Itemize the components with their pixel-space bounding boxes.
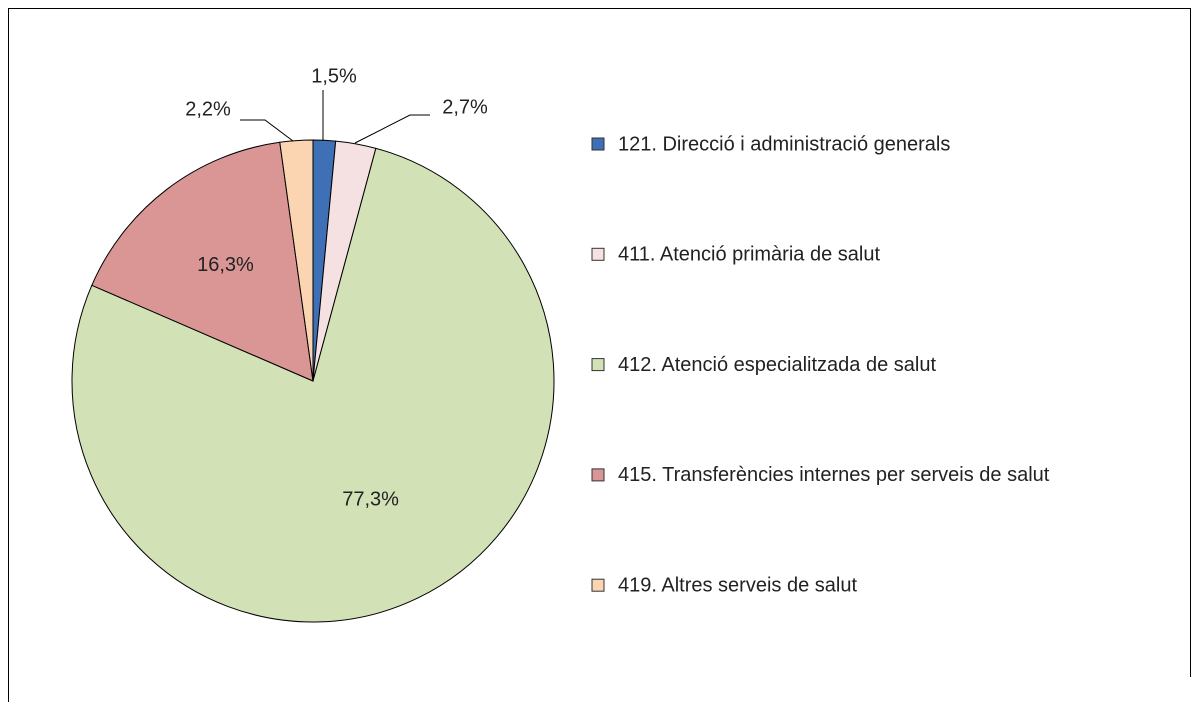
data-label: 2,2% [185,98,231,120]
legend-label: 121. Direcció i administració generals [618,133,950,155]
legend-swatch [591,247,605,261]
legend-label: 419. Altres serveis de salut [618,574,857,596]
legend-label: 412. Atenció especialitzada de salut [618,354,936,376]
pie-slice [91,141,314,382]
legend-swatch [591,578,605,592]
legend-label: 415. Transferències internes per serveis… [618,464,1050,486]
data-label: 1,5% [311,65,357,87]
pie-slice [71,147,555,623]
legend-swatch [591,358,605,372]
pie-slice [279,139,314,382]
legend-swatch [591,137,605,151]
data-label: 2,7% [442,96,488,118]
leader-line [354,114,430,144]
legend-swatch [591,468,605,482]
data-label: 16,3% [197,254,254,276]
legend-label: 411. Atenció primària de salut [618,244,880,266]
leader-line [240,119,294,142]
frame [8,8,1191,702]
data-label: 77,3% [342,489,399,511]
